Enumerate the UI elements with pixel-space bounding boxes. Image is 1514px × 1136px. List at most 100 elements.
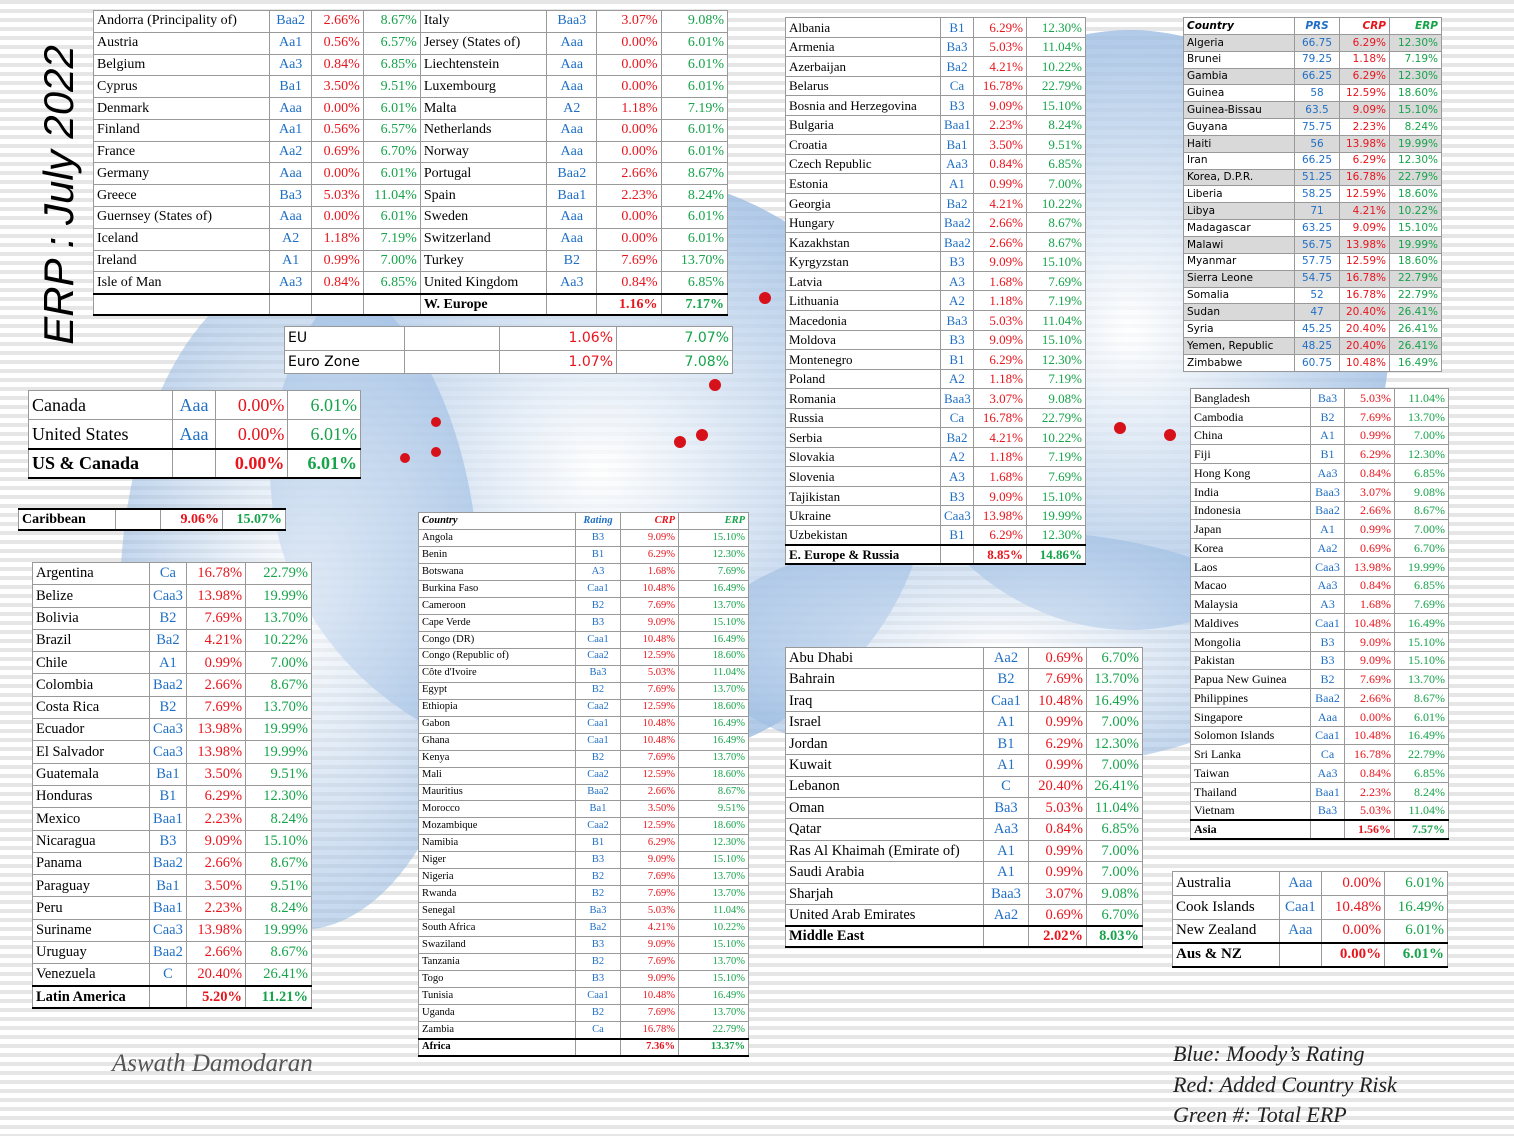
cell: Singapore bbox=[1190, 706, 1311, 727]
cell: 0.84% bbox=[1028, 818, 1087, 841]
row: India Baa3 3.07% 9.08% bbox=[1190, 481, 1449, 502]
cell: United Kingdom bbox=[419, 271, 548, 295]
row: Fiji B1 6.29% 12.30% bbox=[1190, 444, 1449, 464]
cell: Hungary bbox=[785, 212, 941, 233]
cell: Senegal bbox=[418, 902, 576, 921]
row: Australia Aaa 0.00% 6.01% bbox=[1172, 871, 1448, 896]
cell: 15.10% bbox=[678, 970, 749, 989]
cell bbox=[362, 292, 421, 317]
cell: Haiti bbox=[1183, 134, 1295, 153]
table-asia: Bangladesh Ba3 5.03% 11.04% Cambodia B2 7.69% 1… bbox=[1190, 388, 1449, 840]
cell: Cambodia bbox=[1190, 406, 1311, 427]
cell: B2 bbox=[1310, 406, 1345, 427]
cell: 19.99% bbox=[1389, 235, 1442, 254]
cell: A1 bbox=[983, 839, 1029, 863]
cell: 0.00% bbox=[310, 162, 364, 186]
cell: 6.85% bbox=[1394, 575, 1449, 596]
cell: Caa1 bbox=[575, 630, 621, 649]
row: Kuwait A1 0.99% 7.00% bbox=[785, 754, 1143, 777]
cell: 7.69% bbox=[620, 868, 679, 887]
cell: 10.22% bbox=[1026, 56, 1086, 77]
cell: 2.66% bbox=[620, 783, 679, 802]
cell: Aa3 bbox=[269, 53, 312, 77]
cell: 0.00% bbox=[1321, 918, 1386, 944]
cell: 8.24% bbox=[245, 807, 312, 831]
cell: 7.00% bbox=[1394, 519, 1449, 539]
cell: Belarus bbox=[785, 75, 941, 97]
cell: Caa3 bbox=[148, 584, 188, 608]
row: Slovenia A3 1.68% 7.69% bbox=[785, 466, 1086, 487]
cell: 9.09% bbox=[973, 485, 1027, 507]
row: Honduras B1 6.29% 12.30% bbox=[32, 784, 312, 809]
cell: 6.85% bbox=[362, 271, 421, 295]
cell: 3.07% bbox=[1028, 882, 1087, 906]
cell: Baa2 bbox=[1310, 688, 1345, 708]
cell: 15.10% bbox=[1394, 650, 1449, 671]
cell: Greece bbox=[92, 184, 271, 208]
row: Serbia Ba2 4.21% 10.22% bbox=[785, 427, 1086, 448]
cell: 63.5 bbox=[1294, 101, 1340, 120]
cell: 0.99% bbox=[973, 173, 1027, 194]
cell: Caa3 bbox=[940, 505, 974, 526]
cell: Caa3 bbox=[148, 718, 188, 742]
cell: United Arab Emirates bbox=[785, 904, 984, 927]
cell: Madagascar bbox=[1183, 219, 1295, 237]
cell: Aus & NZ bbox=[1172, 941, 1280, 968]
cell: Aaa bbox=[1278, 871, 1323, 896]
cell: 13.70% bbox=[678, 868, 749, 887]
cell: 8.85% bbox=[973, 543, 1027, 566]
cell: Aa3 bbox=[983, 818, 1029, 841]
cell: 22.79% bbox=[1394, 744, 1449, 764]
cell: 13.70% bbox=[678, 681, 749, 700]
cell: 1.68% bbox=[973, 466, 1027, 487]
cell: Moldova bbox=[785, 329, 941, 351]
row: Belgium Aa3 0.84% 6.85% Liechtenstein Aaa 0.00… bbox=[92, 53, 729, 77]
cell: Fiji bbox=[1190, 444, 1311, 464]
cell: 6.01% bbox=[660, 75, 729, 99]
row: Ghana Caa1 10.48% 16.49% bbox=[418, 732, 749, 751]
row: EU 1.06% 7.07% bbox=[284, 326, 733, 351]
cell: 19.99% bbox=[1389, 134, 1442, 153]
row: Nicaragua B3 9.09% 15.10% bbox=[32, 829, 312, 853]
row: Austria Aa1 0.56% 6.57% Jersey (States of) Aa… bbox=[92, 31, 729, 55]
cell: B2 bbox=[575, 1004, 621, 1023]
cell: Aaa bbox=[269, 97, 312, 120]
cell: 6.29% bbox=[1028, 732, 1087, 756]
row: Senegal Ba3 5.03% 11.04% bbox=[418, 902, 749, 921]
row: Guyana 75.75 2.23% 8.24% bbox=[1183, 118, 1442, 136]
cell: 13.98% bbox=[186, 584, 247, 608]
cell: 16.49% bbox=[1389, 353, 1442, 372]
cell: 3.50% bbox=[186, 762, 247, 786]
cell: Gambia bbox=[1183, 67, 1295, 86]
row: Canada Aaa 0.00% 6.01% bbox=[27, 390, 361, 420]
cell: Finland bbox=[92, 118, 271, 142]
cell: 13.98% bbox=[186, 718, 247, 742]
row: France Aa2 0.69% 6.70% Norway Aaa 0.00% 6.01% bbox=[92, 140, 729, 164]
cell: 16.49% bbox=[1394, 613, 1449, 633]
cell: Aa1 bbox=[269, 118, 312, 142]
cell: 15.10% bbox=[678, 851, 749, 870]
cell: B1 bbox=[148, 784, 188, 809]
cell: 9.09% bbox=[1344, 631, 1395, 652]
cell bbox=[269, 292, 312, 317]
table-ausnz: Australia Aaa 0.00% 6.01% Cook Islands Caa1 10… bbox=[1172, 871, 1448, 968]
row: Taiwan Aa3 0.84% 6.85% bbox=[1190, 763, 1449, 783]
cell: 13.70% bbox=[245, 695, 312, 720]
row: Hungary Baa2 2.66% 8.67% bbox=[785, 212, 1086, 233]
cell: Baa1 bbox=[148, 896, 188, 920]
cell: United States bbox=[27, 419, 174, 449]
cell: 15.10% bbox=[678, 528, 749, 547]
header-row: Country Rating CRP ERP bbox=[418, 512, 749, 530]
cell: Caa3 bbox=[148, 918, 188, 943]
cell: 10.22% bbox=[1026, 427, 1086, 448]
cell: Ba2 bbox=[940, 427, 974, 448]
cell: 0.00% bbox=[596, 206, 662, 229]
cell: Kazakhstan bbox=[785, 231, 941, 253]
cell: 7.69% bbox=[620, 953, 679, 972]
row: Brazil Ba2 4.21% 10.22% bbox=[32, 628, 312, 653]
cell: Caa2 bbox=[575, 647, 621, 666]
cell: Mexico bbox=[32, 807, 150, 831]
cell: 7.69% bbox=[620, 681, 679, 700]
total-row: Asia 1.56% 7.57% bbox=[1190, 818, 1449, 840]
row: Czech Republic Aa3 0.84% 6.85% bbox=[785, 153, 1086, 175]
